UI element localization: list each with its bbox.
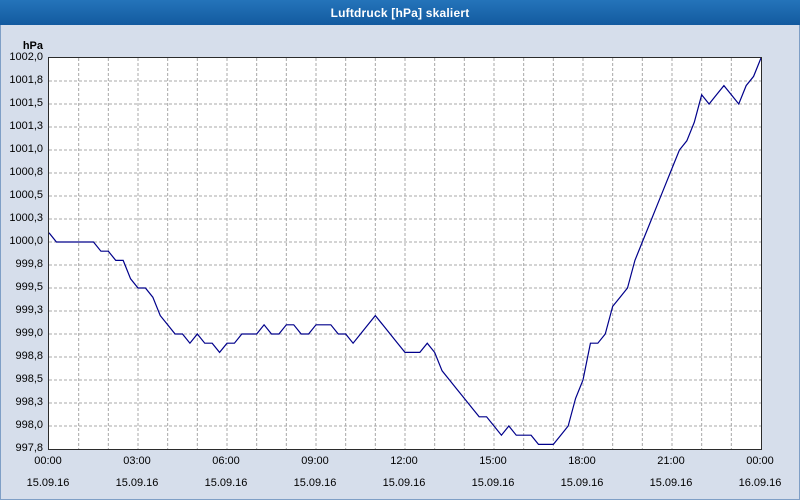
x-tick-date-label: 16.09.16: [738, 477, 782, 489]
x-tick-time-label: 03:00: [123, 455, 151, 467]
x-tick-time-label: 21:00: [657, 455, 685, 467]
y-tick-label: 1001,8: [9, 74, 43, 86]
x-tick-time-label: 12:00: [390, 455, 418, 467]
x-tick-time-label: 15:00: [479, 455, 507, 467]
y-tick-label: 997,8: [15, 442, 43, 454]
chart-svg: [49, 58, 761, 449]
y-tick-label: 998,3: [15, 396, 43, 408]
y-tick-label: 1002,0: [9, 51, 43, 63]
window-title: Luftdruck [hPa] skaliert: [330, 5, 470, 20]
y-tick-label: 999,0: [15, 327, 43, 339]
x-tick-time-label: 00:00: [34, 455, 62, 467]
x-tick-date-label: 15.09.16: [115, 477, 159, 489]
plot-area: [48, 57, 762, 450]
x-tick-date-label: 15.09.16: [26, 477, 70, 489]
y-tick-label: 1001,0: [9, 143, 43, 155]
y-tick-label: 1000,0: [9, 235, 43, 247]
y-tick-label: 1001,3: [9, 120, 43, 132]
x-tick-date-label: 15.09.16: [204, 477, 248, 489]
x-tick-date-label: 15.09.16: [293, 477, 337, 489]
x-tick-date-label: 15.09.16: [560, 477, 604, 489]
y-tick-label: 1000,5: [9, 189, 43, 201]
y-tick-label: 998,5: [15, 373, 43, 385]
y-tick-label: 999,3: [15, 304, 43, 316]
x-tick-time-label: 09:00: [301, 455, 329, 467]
y-tick-label: 1001,5: [9, 97, 43, 109]
y-tick-label: 1000,3: [9, 212, 43, 224]
x-tick-date-label: 15.09.16: [649, 477, 693, 489]
pressure-line: [49, 58, 761, 445]
x-tick-time-label: 18:00: [568, 455, 596, 467]
x-tick-date-label: 15.09.16: [471, 477, 515, 489]
y-tick-label: 999,8: [15, 258, 43, 270]
y-tick-label: 998,8: [15, 350, 43, 362]
x-tick-time-label: 06:00: [212, 455, 240, 467]
y-tick-label: 999,5: [15, 281, 43, 293]
y-axis-unit-label: hPa: [22, 40, 43, 52]
x-tick-date-label: 15.09.16: [382, 477, 426, 489]
window-titlebar: Luftdruck [hPa] skaliert: [0, 0, 800, 25]
y-tick-label: 1000,8: [9, 166, 43, 178]
y-tick-label: 998,0: [15, 419, 43, 431]
x-tick-time-label: 00:00: [746, 455, 774, 467]
